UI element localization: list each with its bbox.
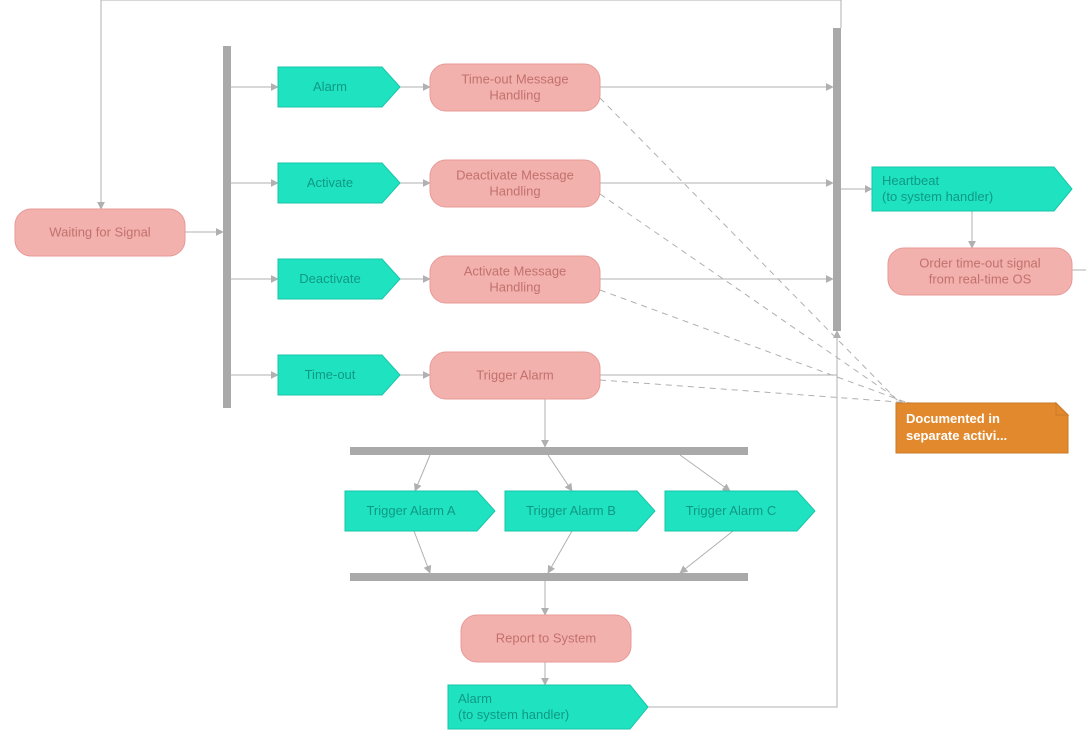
- activity-node: Trigger Alarm: [430, 352, 600, 399]
- activity-node: Waiting for Signal: [15, 209, 185, 256]
- edge-dashed: [600, 290, 908, 403]
- activity-node: Deactivate MessageHandling: [430, 160, 600, 207]
- edge: [680, 455, 730, 491]
- node-label: Trigger Alarm B: [526, 503, 616, 518]
- activity-node: Time-out MessageHandling: [430, 64, 600, 111]
- node-label: Time-out: [305, 367, 356, 382]
- sync-bar: [350, 447, 748, 455]
- activity-node: Activate MessageHandling: [430, 256, 600, 303]
- sync-bar: [350, 573, 748, 581]
- edge: [600, 331, 837, 375]
- send-signal-node: Alarm(to system handler): [448, 685, 648, 729]
- send-signal-node: Trigger Alarm C: [665, 491, 815, 531]
- edge: [548, 531, 572, 573]
- edge: [680, 531, 733, 573]
- node-label: Report to System: [496, 631, 596, 646]
- activity-diagram: Waiting for Signal Time-out MessageHandli…: [0, 0, 1086, 746]
- node-label: Trigger Alarm C: [686, 503, 777, 518]
- sync-bar: [223, 46, 231, 408]
- sync-bar: [833, 28, 841, 331]
- send-signal-node: Time-out: [278, 355, 400, 395]
- nodes-layer: Waiting for Signal Time-out MessageHandli…: [15, 64, 1072, 729]
- edge-dashed: [600, 380, 912, 403]
- node-label: Alarm: [313, 79, 347, 94]
- edge: [548, 455, 572, 491]
- send-signal-node: Trigger Alarm A: [345, 491, 495, 531]
- send-signal-node: Alarm: [278, 67, 400, 107]
- activity-node: Order time-out signalfrom real-time OS: [888, 248, 1072, 295]
- node-label: Trigger Alarm: [476, 368, 554, 383]
- edge: [414, 531, 430, 573]
- edge-dashed: [600, 98, 900, 403]
- edge-dashed: [600, 194, 903, 403]
- send-signal-node: Activate: [278, 163, 400, 203]
- edge: [101, 0, 841, 28]
- node-label: Activate: [307, 175, 353, 190]
- edge: [415, 455, 430, 491]
- node-label: Trigger Alarm A: [366, 503, 455, 518]
- node-label: Order time-out signalfrom real-time OS: [919, 256, 1040, 287]
- node-label: Waiting for Signal: [49, 225, 151, 240]
- node-label: Deactivate: [299, 271, 360, 286]
- activity-node: Report to System: [461, 615, 631, 662]
- send-signal-node: Deactivate: [278, 259, 400, 299]
- note: Documented inseparate activi...: [896, 403, 1068, 453]
- send-signal-node: Trigger Alarm B: [505, 491, 655, 531]
- send-signal-node: Heartbeat(to system handler): [872, 167, 1072, 211]
